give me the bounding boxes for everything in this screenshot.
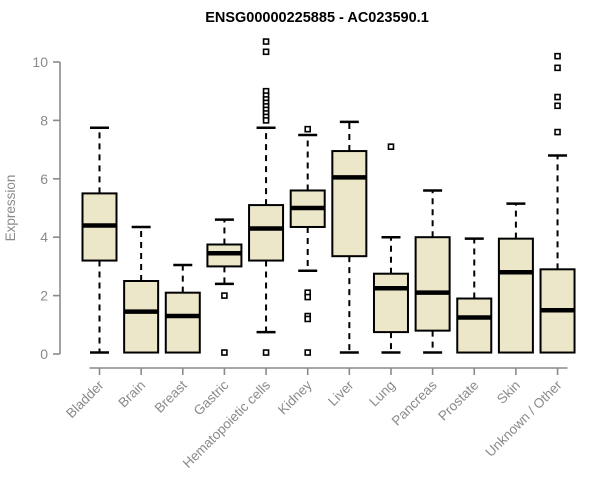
x-category-label: Breast <box>152 377 190 415</box>
x-category-label: Kidney <box>275 377 315 417</box>
outlier-point <box>387 143 395 150</box>
box-rect <box>123 280 160 354</box>
outlier-point <box>262 38 270 45</box>
y-tick-label: 4 <box>40 229 48 245</box>
x-category-label: Pancreas <box>389 377 440 428</box>
x-category-label: Unknown / Other <box>482 377 565 460</box>
y-tick-label: 6 <box>40 171 48 187</box>
box-rect <box>164 291 201 354</box>
y-axis-title: Expression <box>3 175 18 242</box>
outlier-point <box>554 64 561 72</box>
box-rect <box>248 204 285 262</box>
outlier-point <box>221 292 228 299</box>
x-category-label: Prostate <box>435 378 481 424</box>
outlier-point <box>304 125 312 133</box>
outlier-point <box>554 102 561 110</box>
x-category-label: Lung <box>366 378 398 410</box>
outlier-point <box>262 349 270 356</box>
box-rect <box>372 272 409 334</box>
outlier-point <box>554 52 561 60</box>
y-tick-label: 10 <box>32 54 48 70</box>
outlier-point <box>554 128 561 136</box>
y-tick-label: 2 <box>40 288 48 304</box>
box-rect <box>331 150 368 258</box>
outlier-point <box>554 93 561 101</box>
outlier-point <box>304 293 312 301</box>
x-category-label: Gastric <box>191 377 232 418</box>
x-category-label: Bladder <box>63 377 107 421</box>
y-tick-label: 0 <box>40 346 48 362</box>
outlier-point <box>304 349 312 356</box>
outlier-point <box>262 117 270 124</box>
x-category-label: Liver <box>325 377 357 409</box>
x-category-label: Skin <box>494 378 523 407</box>
outlier-point <box>304 315 312 323</box>
x-category-label: Brain <box>115 378 148 411</box>
y-tick-label: 8 <box>40 112 48 128</box>
box-rect <box>456 297 493 354</box>
box-rect <box>497 237 534 354</box>
outlier-point <box>262 48 270 56</box>
chart-title: ENSG00000225885 - AC023590.1 <box>205 10 429 26</box>
box-rect <box>414 236 451 332</box>
outlier-point <box>221 349 228 356</box>
